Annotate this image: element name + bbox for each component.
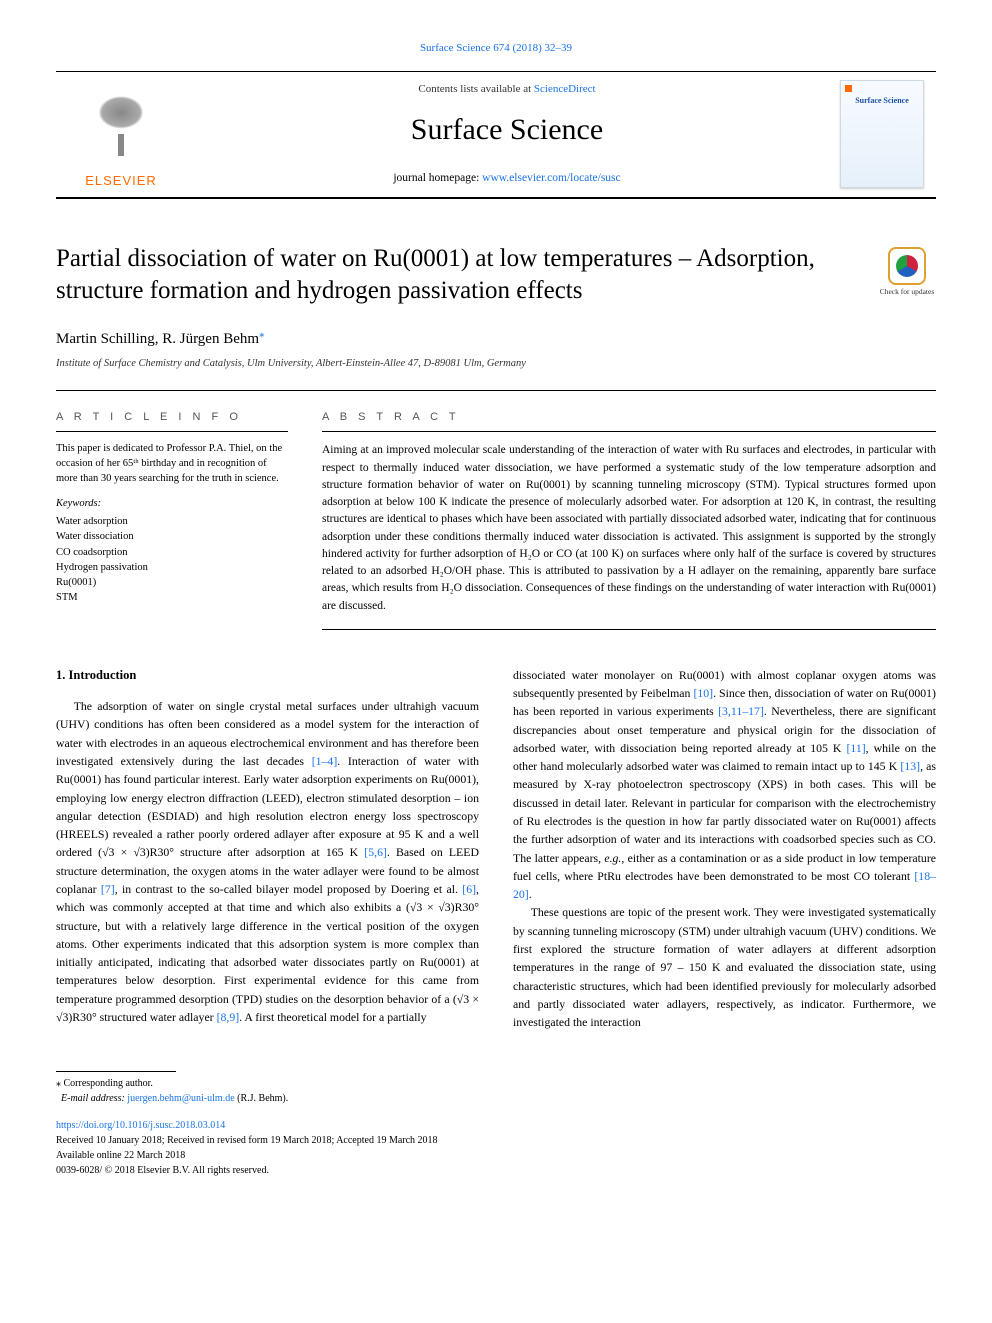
cite-link[interactable]: [13] (900, 759, 920, 773)
keyword: STM (56, 590, 288, 605)
keyword: Water dissociation (56, 529, 288, 544)
rule-top (56, 390, 936, 391)
keywords-heading: Keywords: (56, 496, 288, 512)
abstract-column: A B S T R A C T Aiming at an improved mo… (322, 409, 936, 630)
cover-orange-mark-icon (845, 85, 852, 92)
cite-link[interactable]: [7] (101, 882, 115, 896)
intro-paragraph-2: dissociated water monolayer on Ru(0001) … (513, 666, 936, 904)
keyword: CO coadsorption (56, 545, 288, 560)
authors-names: Martin Schilling, R. Jürgen Behm (56, 331, 259, 347)
available-line: Available online 22 March 2018 (56, 1148, 936, 1163)
corresponding-marker[interactable]: ⁎ (259, 328, 265, 340)
journal-reference: Surface Science 674 (2018) 32–39 (56, 40, 936, 57)
cite-link[interactable]: [3,11–17] (718, 704, 764, 718)
cite-link[interactable]: [11] (846, 741, 865, 755)
email-person: (R.J. Behm). (237, 1093, 288, 1104)
cover-thumb-block: Surface Science (828, 72, 936, 197)
cite-link[interactable]: [10] (693, 686, 713, 700)
sciencedirect-link[interactable]: ScienceDirect (534, 83, 596, 95)
affiliation: Institute of Surface Chemistry and Catal… (56, 356, 936, 372)
corr-footnote: ⁎ Corresponding author. (56, 1076, 936, 1091)
keywords-list: Water adsorption Water dissociation CO c… (56, 514, 288, 605)
article-info-rule (56, 431, 288, 432)
intro-text-11: , as measured by X-ray photoelectron spe… (513, 759, 936, 883)
publisher-name: ELSEVIER (85, 171, 157, 191)
journal-cover-thumbnail: Surface Science (840, 80, 924, 188)
intro-text-2: . Interaction of water with Ru(0001) has… (56, 754, 479, 859)
keyword: Ru(0001) (56, 575, 288, 590)
crossmark-wheel-icon (896, 255, 918, 277)
corr-label: Corresponding author. (64, 1078, 153, 1089)
received-line: Received 10 January 2018; Received in re… (56, 1133, 936, 1148)
abstract-heading: A B S T R A C T (322, 409, 936, 426)
check-updates-label: Check for updates (880, 288, 935, 296)
cite-link[interactable]: [5,6] (364, 845, 387, 859)
doi-link[interactable]: https://doi.org/10.1016/j.susc.2018.03.0… (56, 1120, 225, 1131)
email-label: E-mail address: (61, 1093, 125, 1104)
intro-text-4: , in contrast to the so-called bilayer m… (115, 882, 463, 896)
footnote-rule (56, 1071, 176, 1072)
doi-line: https://doi.org/10.1016/j.susc.2018.03.0… (56, 1118, 936, 1133)
abstract-rule (322, 431, 936, 432)
intro-paragraph-1: The adsorption of water on single crysta… (56, 697, 479, 1026)
dedication-text: This paper is dedicated to Professor P.A… (56, 442, 288, 486)
intro-heading: 1. Introduction (56, 666, 479, 685)
cover-title: Surface Science (841, 95, 923, 107)
homepage-label: journal homepage: (393, 172, 482, 184)
article-info-heading: A R T I C L E I N F O (56, 409, 288, 426)
footer: ⁎ Corresponding author. E-mail address: … (56, 1071, 936, 1178)
intro-text-5: , which was commonly accepted at that ti… (56, 882, 479, 1024)
check-for-updates[interactable]: Check for updates (878, 247, 936, 296)
contents-lists-line: Contents lists available at ScienceDirec… (418, 81, 595, 98)
body-columns: 1. Introduction The adsorption of water … (56, 666, 936, 1032)
abstract-text: Aiming at an improved molecular scale un… (322, 442, 936, 615)
corr-glyph: ⁎ (56, 1078, 61, 1089)
body-column-left: 1. Introduction The adsorption of water … (56, 666, 479, 1032)
crossmark-badge-icon (888, 247, 926, 285)
contents-prefix: Contents lists available at (418, 83, 533, 95)
intro-text-12: . (529, 887, 532, 901)
issn-line: 0039-6028/ © 2018 Elsevier B.V. All righ… (56, 1163, 936, 1178)
corr-email-link[interactable]: juergen.behm@uni-ulm.de (127, 1093, 234, 1104)
elsevier-tree-icon (81, 89, 161, 167)
cite-link[interactable]: [1–4] (312, 754, 338, 768)
intro-text-6: . A first theoretical model for a partia… (239, 1010, 426, 1024)
masthead: ELSEVIER Contents lists available at Sci… (56, 71, 936, 199)
abstract-bottom-rule (322, 629, 936, 630)
intro-paragraph-3: These questions are topic of the present… (513, 903, 936, 1031)
cite-link[interactable]: [8,9] (217, 1010, 240, 1024)
keyword: Hydrogen passivation (56, 560, 288, 575)
journal-title: Surface Science (411, 107, 603, 152)
homepage-link[interactable]: www.elsevier.com/locate/susc (482, 172, 621, 184)
keyword: Water adsorption (56, 514, 288, 529)
masthead-center: Contents lists available at ScienceDirec… (186, 72, 828, 197)
authors-line: Martin Schilling, R. Jürgen Behm⁎ (56, 326, 936, 351)
article-info-column: A R T I C L E I N F O This paper is dedi… (56, 409, 288, 630)
journal-homepage-line: journal homepage: www.elsevier.com/locat… (393, 170, 620, 187)
publisher-block: ELSEVIER (56, 72, 186, 197)
body-column-right: dissociated water monolayer on Ru(0001) … (513, 666, 936, 1032)
paper-title: Partial dissociation of water on Ru(0001… (56, 243, 860, 308)
email-line: E-mail address: juergen.behm@uni-ulm.de … (56, 1091, 936, 1106)
journal-reference-link[interactable]: Surface Science 674 (2018) 32–39 (420, 42, 572, 54)
cite-link[interactable]: [6] (462, 882, 476, 896)
